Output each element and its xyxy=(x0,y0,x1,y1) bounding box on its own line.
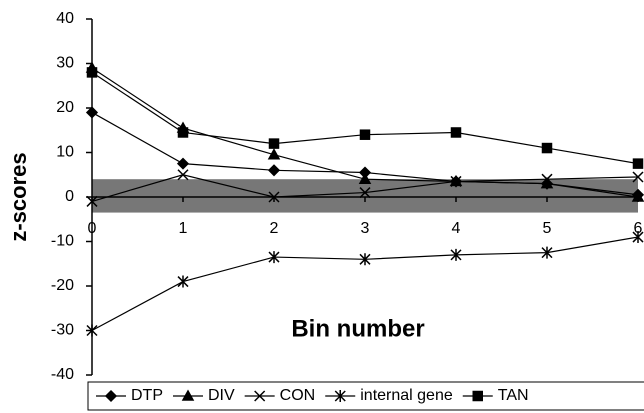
data-point xyxy=(86,195,98,207)
data-point xyxy=(450,127,462,138)
y-tick-label: 0 xyxy=(65,188,74,205)
data-point xyxy=(86,324,98,337)
data-point xyxy=(268,191,280,203)
y-tick-label: -20 xyxy=(51,277,74,294)
legend-label: CON xyxy=(280,387,316,404)
series-line xyxy=(91,71,639,165)
data-point xyxy=(632,158,644,169)
data-point xyxy=(177,127,189,138)
x-tick-label: 3 xyxy=(361,220,370,237)
x-axis-label: Bin number xyxy=(291,315,424,342)
legend-marker xyxy=(472,390,483,402)
data-point xyxy=(86,67,98,78)
data-point xyxy=(359,187,371,199)
legend-marker xyxy=(181,389,195,401)
data-point xyxy=(267,148,281,160)
x-tick-label: 5 xyxy=(543,220,552,237)
y-tick-label: 30 xyxy=(56,55,74,72)
legend-label: DIV xyxy=(208,387,235,404)
data-point xyxy=(540,177,554,189)
data-point xyxy=(541,142,553,154)
data-point xyxy=(267,164,281,177)
data-point xyxy=(632,231,644,244)
data-point xyxy=(450,175,462,187)
y-tick-label: -10 xyxy=(51,233,74,250)
data-point xyxy=(359,129,371,140)
y-axis-label: z-scores xyxy=(6,152,31,241)
data-point xyxy=(631,190,644,202)
x-tick-label: 4 xyxy=(452,220,461,237)
legend-marker xyxy=(254,390,266,402)
y-tick-label: 20 xyxy=(56,99,74,116)
y-tick-label: 40 xyxy=(56,10,74,27)
data-point xyxy=(177,275,189,288)
data-point xyxy=(85,106,99,119)
x-tick-label: 1 xyxy=(179,220,188,237)
data-point xyxy=(450,248,462,261)
legend-label: DTP xyxy=(131,387,163,404)
data-point xyxy=(176,157,190,170)
y-tick-label: -40 xyxy=(51,366,74,383)
y-tick-label: -30 xyxy=(51,322,74,339)
data-point xyxy=(359,253,371,266)
data-point xyxy=(268,251,280,264)
data-point xyxy=(268,138,280,149)
data-point xyxy=(541,173,553,185)
legend-label: TAN xyxy=(498,387,529,404)
legend-marker xyxy=(104,389,118,403)
data-point xyxy=(541,246,553,259)
x-tick-label: 0 xyxy=(88,220,97,237)
legend-label: internal gene xyxy=(360,387,453,404)
x-tick-label: 2 xyxy=(270,220,279,237)
x-tick-label: 6 xyxy=(634,220,643,237)
legend-marker xyxy=(334,390,346,402)
data-point xyxy=(177,169,189,181)
data-point xyxy=(358,172,372,184)
data-point xyxy=(632,171,644,183)
y-tick-label: 10 xyxy=(56,144,74,161)
